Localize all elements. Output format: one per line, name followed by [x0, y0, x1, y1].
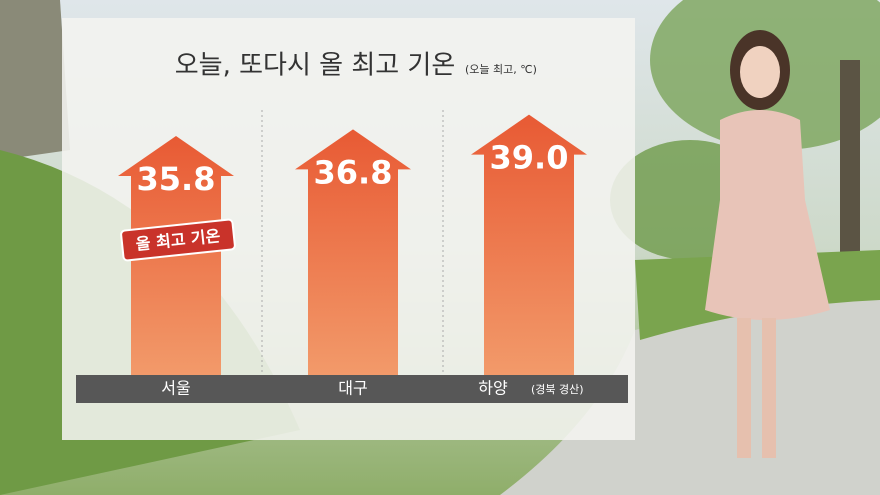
presenter [705, 30, 830, 458]
annotation: 올 최고 기온 [120, 218, 236, 262]
category-bar [76, 375, 628, 403]
x-tick-label: 서울 [161, 379, 190, 398]
x-tick-label: 하양 [478, 379, 508, 398]
value-label: 35.8 [137, 160, 216, 198]
arrow-bar [295, 129, 411, 375]
path [500, 290, 880, 495]
value-label: 39.0 [490, 139, 569, 177]
chart-title: 오늘, 또다시 올 최고 기온 [175, 51, 456, 81]
tree-trunk [840, 60, 860, 260]
tree-trunk [0, 0, 70, 160]
value-label: 36.8 [314, 153, 393, 191]
arrow-bar [471, 114, 587, 376]
x-tick-label: 대구 [338, 379, 367, 398]
x-tick-note: (경북 경산) [531, 383, 584, 396]
annotation-badge [120, 218, 236, 262]
chart-subtitle: (오늘 최고, ℃) [465, 63, 537, 76]
